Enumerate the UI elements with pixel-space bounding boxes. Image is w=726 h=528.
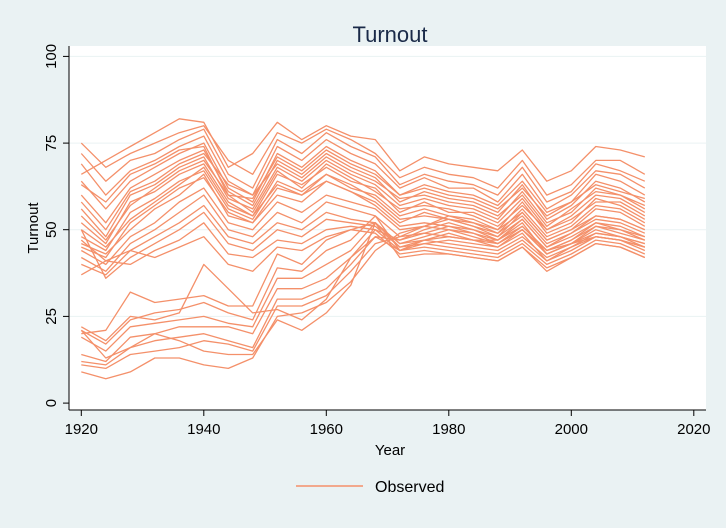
series-line-4 [80,135,646,210]
series-line-10 [81,177,646,259]
y-axis-label: Turnout [25,202,42,254]
series-line-3 [80,128,646,203]
series-line-1 [80,118,645,182]
y-tick-label-25: 25 [43,308,60,325]
series-line-29 [80,229,645,342]
series-lines [80,118,646,380]
series-line-2 [80,125,646,196]
series-line-6 [80,149,646,224]
x-tick-label-2000: 2000 [555,421,588,438]
series-line-30 [80,222,645,359]
series-line-12 [80,152,646,231]
x-ticks: 1920 1940 1960 1980 2000 2020 [65,410,710,438]
series-line-28 [81,211,646,380]
x-axis-label: Year [375,442,405,459]
x-tick-label-1920: 1920 [65,421,98,438]
y-tick-label-0: 0 [43,399,60,407]
series-line-13 [80,159,646,241]
series-line-18 [81,204,646,276]
series-line-27 [81,215,646,370]
y-tick-label-50: 50 [43,221,60,238]
legend: Observed [296,479,444,496]
y-tick-label-75: 75 [43,135,60,152]
x-tick-label-1960: 1960 [310,421,343,438]
series-line-11 [80,145,645,217]
x-tick-label-1980: 1980 [432,421,465,438]
legend-label: Observed [375,479,444,496]
y-ticks: 0 25 50 75 100 [43,44,69,407]
series-line-23 [80,215,645,345]
series-line-7 [80,156,646,238]
series-line-21 [80,229,646,276]
x-tick-label-1940: 1940 [187,421,220,438]
x-tick-label-2020: 2020 [677,421,710,438]
gridlines [69,55,706,317]
series-line-5 [80,142,646,214]
y-tick-label-100: 100 [43,44,60,69]
series-line-26 [81,218,645,366]
chart-title: Turnout [352,22,427,47]
series-line-22 [81,222,646,335]
